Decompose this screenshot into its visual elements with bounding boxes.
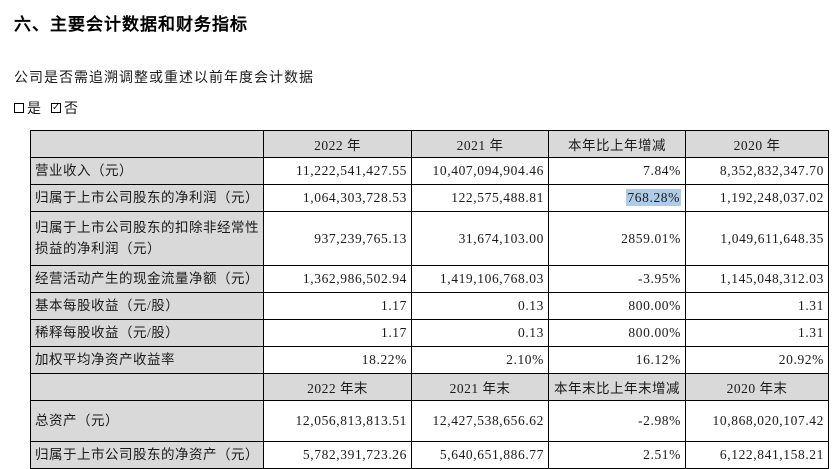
value-2020: 8,352,832,347.70 bbox=[685, 157, 829, 185]
value-2022: 937,239,765.13 bbox=[263, 211, 412, 266]
restatement-question: 公司是否需追溯调整或重述以前年度会计数据 bbox=[14, 71, 314, 86]
value-2020: 1,192,248,037.02 bbox=[685, 184, 829, 212]
value-2021: 5,640,651,886.77 bbox=[411, 441, 549, 469]
header-year-2022: 2022 年 bbox=[263, 130, 412, 158]
value-2022: 1.17 bbox=[263, 319, 412, 347]
value-change: 16.12% bbox=[548, 346, 686, 374]
table-row-header-annual: 2022 年 2021 年 本年比上年增减 2020 年 bbox=[30, 130, 829, 158]
header-year-2021: 2021 年 bbox=[411, 130, 549, 158]
checkbox-yes-label: 是 bbox=[27, 102, 41, 117]
checkbox-no[interactable]: ✓ 否 bbox=[51, 98, 78, 118]
row-label: 稀释每股收益（元/股） bbox=[30, 319, 264, 347]
row-label: 加权平均净资产收益率 bbox=[30, 346, 264, 374]
row-label: 归属于上市公司股东的净资产（元） bbox=[30, 441, 264, 469]
value-change: 800.00% bbox=[548, 292, 686, 320]
header-empty-cell bbox=[30, 130, 264, 158]
table-row-weighted-avg-roe: 加权平均净资产收益率 18.22% 2.10% 16.12% 20.92% bbox=[30, 346, 829, 374]
checkbox-yes-box-icon[interactable] bbox=[14, 103, 24, 113]
table-row-operating-cash-flow: 经营活动产生的现金流量净额（元） 1,362,986,502.94 1,419,… bbox=[30, 265, 829, 293]
row-label: 总资产（元） bbox=[30, 400, 264, 442]
value-2022: 18.22% bbox=[263, 346, 412, 374]
table-row-revenue: 营业收入（元） 11,222,541,427.55 10,407,094,904… bbox=[30, 157, 829, 185]
table-row-basic-eps: 基本每股收益（元/股） 1.17 0.13 800.00% 1.31 bbox=[30, 292, 829, 320]
table-row-total-assets: 总资产（元） 12,056,813,813.51 12,427,538,656.… bbox=[30, 400, 829, 442]
header-empty-cell bbox=[30, 373, 264, 401]
checkbox-checked-icon[interactable]: ✓ bbox=[51, 102, 61, 113]
row-label: 营业收入（元） bbox=[30, 157, 264, 185]
header-eoy-2021: 2021 年末 bbox=[411, 373, 549, 401]
header-eoy-2022: 2022 年末 bbox=[263, 373, 412, 401]
value-change: 2859.01% bbox=[548, 211, 686, 266]
highlighted-value: 768.28% bbox=[626, 189, 681, 206]
row-label: 经营活动产生的现金流量净额（元） bbox=[30, 265, 264, 293]
header-yoy-change: 本年比上年增减 bbox=[548, 130, 686, 158]
value-2021: 12,427,538,656.62 bbox=[411, 400, 549, 442]
value-2022: 12,056,813,813.51 bbox=[263, 400, 412, 442]
table-row-net-assets: 归属于上市公司股东的净资产（元） 5,782,391,723.26 5,640,… bbox=[30, 441, 829, 469]
value-change: -2.98% bbox=[548, 400, 686, 442]
value-2022: 1,362,986,502.94 bbox=[263, 265, 412, 293]
header-eoy-2020: 2020 年末 bbox=[685, 373, 829, 401]
value-2021: 122,575,488.81 bbox=[411, 184, 549, 212]
value-2021: 0.13 bbox=[411, 319, 549, 347]
value-2021: 31,674,103.00 bbox=[411, 211, 549, 266]
value-2021: 10,407,094,904.46 bbox=[411, 157, 549, 185]
wrapped-value: 10,868,020,107.42 bbox=[712, 413, 824, 429]
value-2021: 2.10% bbox=[411, 346, 549, 374]
value-2022: 11,222,541,427.55 bbox=[263, 157, 412, 185]
financial-indicators-table: 2022 年 2021 年 本年比上年增减 2020 年 营业收入（元） 11,… bbox=[30, 130, 829, 469]
row-label: 归属于上市公司股东的扣除非经常性损益的净利润（元） bbox=[30, 211, 264, 266]
value-change: 2.51% bbox=[548, 441, 686, 469]
page-title: 六、主要会计数据和财务指标 bbox=[14, 15, 248, 34]
value-change: 800.00% bbox=[548, 319, 686, 347]
header-year-2020: 2020 年 bbox=[685, 130, 829, 158]
restatement-checkboxes: 是 ✓ 否 bbox=[14, 98, 834, 118]
checkbox-yes[interactable]: 是 bbox=[14, 98, 41, 118]
value-2020: 1.31 bbox=[685, 319, 829, 347]
value-2022: 5,782,391,723.26 bbox=[263, 441, 412, 469]
value-2020: 20.92% bbox=[685, 346, 829, 374]
value-change-highlighted: 768.28% bbox=[548, 184, 686, 212]
table-row-diluted-eps: 稀释每股收益（元/股） 1.17 0.13 800.00% 1.31 bbox=[30, 319, 829, 347]
table-row-net-profit-excl-nonrecurring: 归属于上市公司股东的扣除非经常性损益的净利润（元） 937,239,765.13… bbox=[30, 211, 829, 266]
value-2020: 1,049,611,648.35 bbox=[685, 211, 829, 266]
value-2020: 6,122,841,158.21 bbox=[685, 441, 829, 469]
table-row-header-eoy: 2022 年末 2021 年末 本年末比上年末增减 2020 年末 bbox=[30, 373, 829, 401]
value-2020-wrapped: 10,868,020,107.42 bbox=[685, 400, 829, 442]
value-2020: 1.31 bbox=[685, 292, 829, 320]
row-label: 基本每股收益（元/股） bbox=[30, 292, 264, 320]
value-change: -3.95% bbox=[548, 265, 686, 293]
value-2020: 1,145,048,312.03 bbox=[685, 265, 829, 293]
value-change: 7.84% bbox=[548, 157, 686, 185]
row-label: 归属于上市公司股东的净利润（元） bbox=[30, 184, 264, 212]
value-2022: 1,064,303,728.53 bbox=[263, 184, 412, 212]
header-eoy-change: 本年末比上年末增减 bbox=[548, 373, 686, 401]
value-2022: 1.17 bbox=[263, 292, 412, 320]
value-2021: 0.13 bbox=[411, 292, 549, 320]
value-2021: 1,419,106,768.03 bbox=[411, 265, 549, 293]
table-row-net-profit: 归属于上市公司股东的净利润（元） 1,064,303,728.53 122,57… bbox=[30, 184, 829, 212]
checkbox-no-label: 否 bbox=[64, 102, 78, 117]
